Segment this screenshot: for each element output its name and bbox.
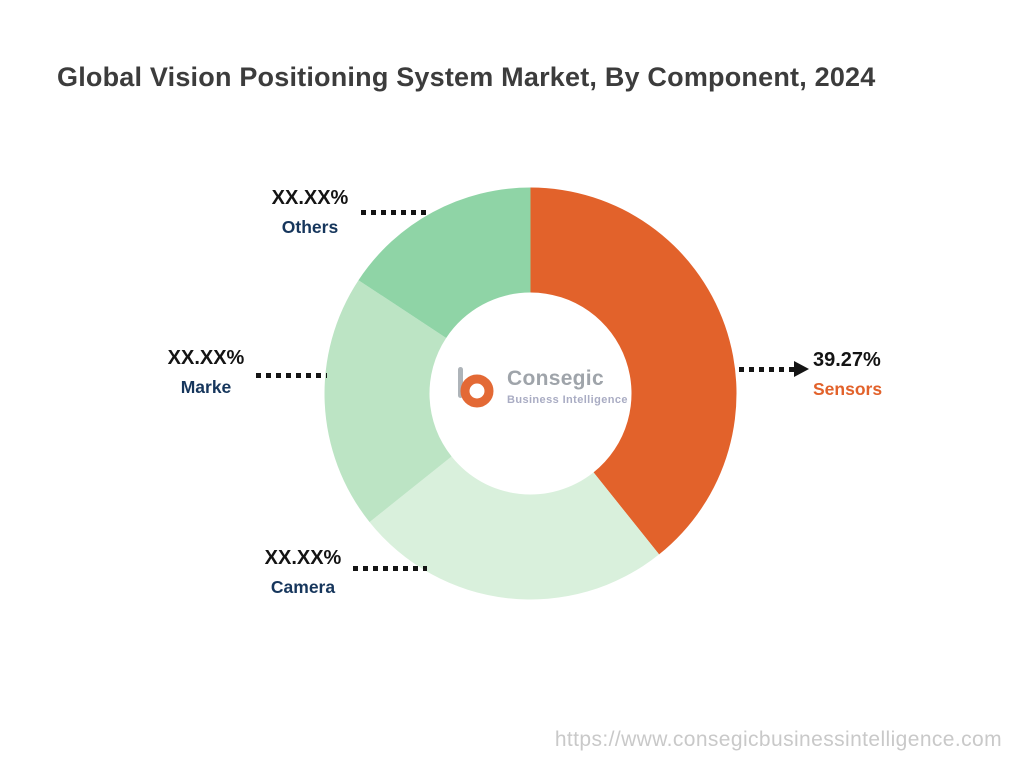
others-value-label: XX.XX% <box>271 187 349 209</box>
footer-url: https://www.consegicbusinessintelligence… <box>554 728 1002 751</box>
camera-leader-line <box>353 566 427 571</box>
sensors-arrowhead-icon <box>794 361 809 377</box>
donut-segment-sensors <box>530 187 737 555</box>
callout-others: XX.XX% Others <box>252 187 368 238</box>
sensors-segment-label: Sensors <box>813 379 883 399</box>
sensors-value-label: 39.27% <box>813 349 881 371</box>
camera-value-label: XX.XX% <box>264 547 342 569</box>
marke-value-label: XX.XX% <box>167 347 245 369</box>
consegic-logo-icon <box>458 367 494 408</box>
marke-segment-label: Marke <box>180 377 232 397</box>
callout-sensors: 39.27% Sensors <box>813 349 953 400</box>
callout-camera: XX.XX% Camera <box>246 547 360 598</box>
marke-leader-line <box>256 373 327 378</box>
others-leader-line <box>361 210 427 215</box>
sensors-leader-line <box>739 367 795 372</box>
watermark-logo: Consegic Business Intelligence <box>451 362 628 410</box>
chart-title: Global Vision Positioning System Market,… <box>57 62 876 92</box>
donut-segment-others <box>358 187 531 338</box>
callout-marke: XX.XX% Marke <box>150 347 262 398</box>
logo-subtitle: Business Intelligence <box>507 393 628 406</box>
logo-text: Consegic Business Intelligence <box>507 367 628 406</box>
logo-name: Consegic <box>507 366 604 390</box>
camera-segment-label: Camera <box>270 577 336 597</box>
donut-segment-marke <box>324 280 452 523</box>
donut-chart <box>324 187 737 600</box>
donut-segment-camera <box>369 456 660 600</box>
others-segment-label: Others <box>281 217 339 237</box>
